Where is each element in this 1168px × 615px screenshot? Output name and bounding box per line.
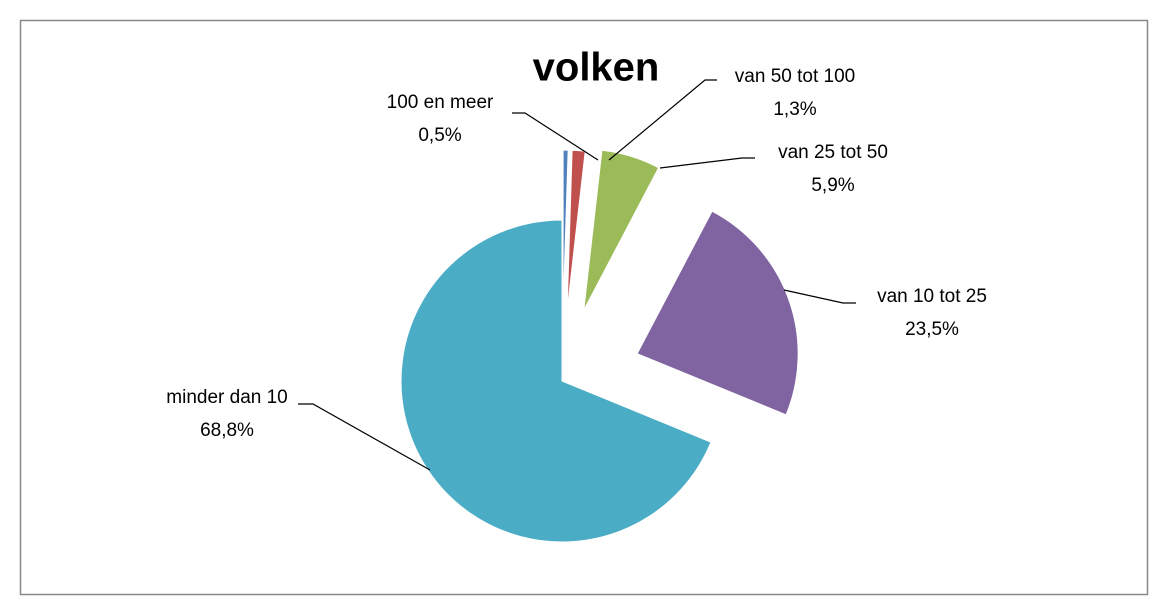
pie-slice (636, 210, 799, 416)
leader-line (608, 79, 717, 161)
pie-slice (562, 149, 569, 312)
slice-value-label: 68,8% (200, 420, 254, 441)
slice-value-label: 0,5% (418, 125, 461, 146)
slice-label: van 10 tot 25 (877, 286, 987, 307)
pie-slice (583, 149, 660, 311)
chart-title: volken (533, 46, 660, 90)
slice-label: 100 en meer (387, 92, 494, 113)
slice-value-label: 5,9% (811, 175, 854, 196)
leader-line (512, 112, 599, 161)
slice-value-label: 23,5% (905, 319, 959, 340)
slice-label: van 50 tot 100 (735, 66, 855, 87)
pie-slice (400, 219, 712, 543)
slice-value-label: 1,3% (773, 99, 816, 120)
leader-line (298, 403, 431, 471)
slice-label: minder dan 10 (166, 387, 287, 408)
leader-line (659, 157, 755, 169)
slice-label: van 25 tot 50 (778, 142, 888, 163)
leader-line (783, 289, 856, 304)
